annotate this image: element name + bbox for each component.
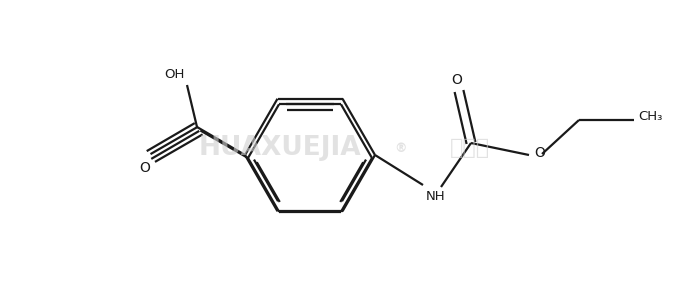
Text: ®: ®: [394, 141, 406, 154]
Text: O: O: [534, 146, 545, 160]
Text: NH: NH: [426, 190, 445, 203]
Text: OH: OH: [165, 68, 185, 81]
Text: 化学加: 化学加: [450, 138, 490, 158]
Text: O: O: [452, 73, 462, 87]
Text: CH₃: CH₃: [638, 111, 662, 124]
Text: O: O: [139, 161, 150, 175]
Text: HUAXUEJIA: HUAXUEJIA: [199, 135, 361, 161]
